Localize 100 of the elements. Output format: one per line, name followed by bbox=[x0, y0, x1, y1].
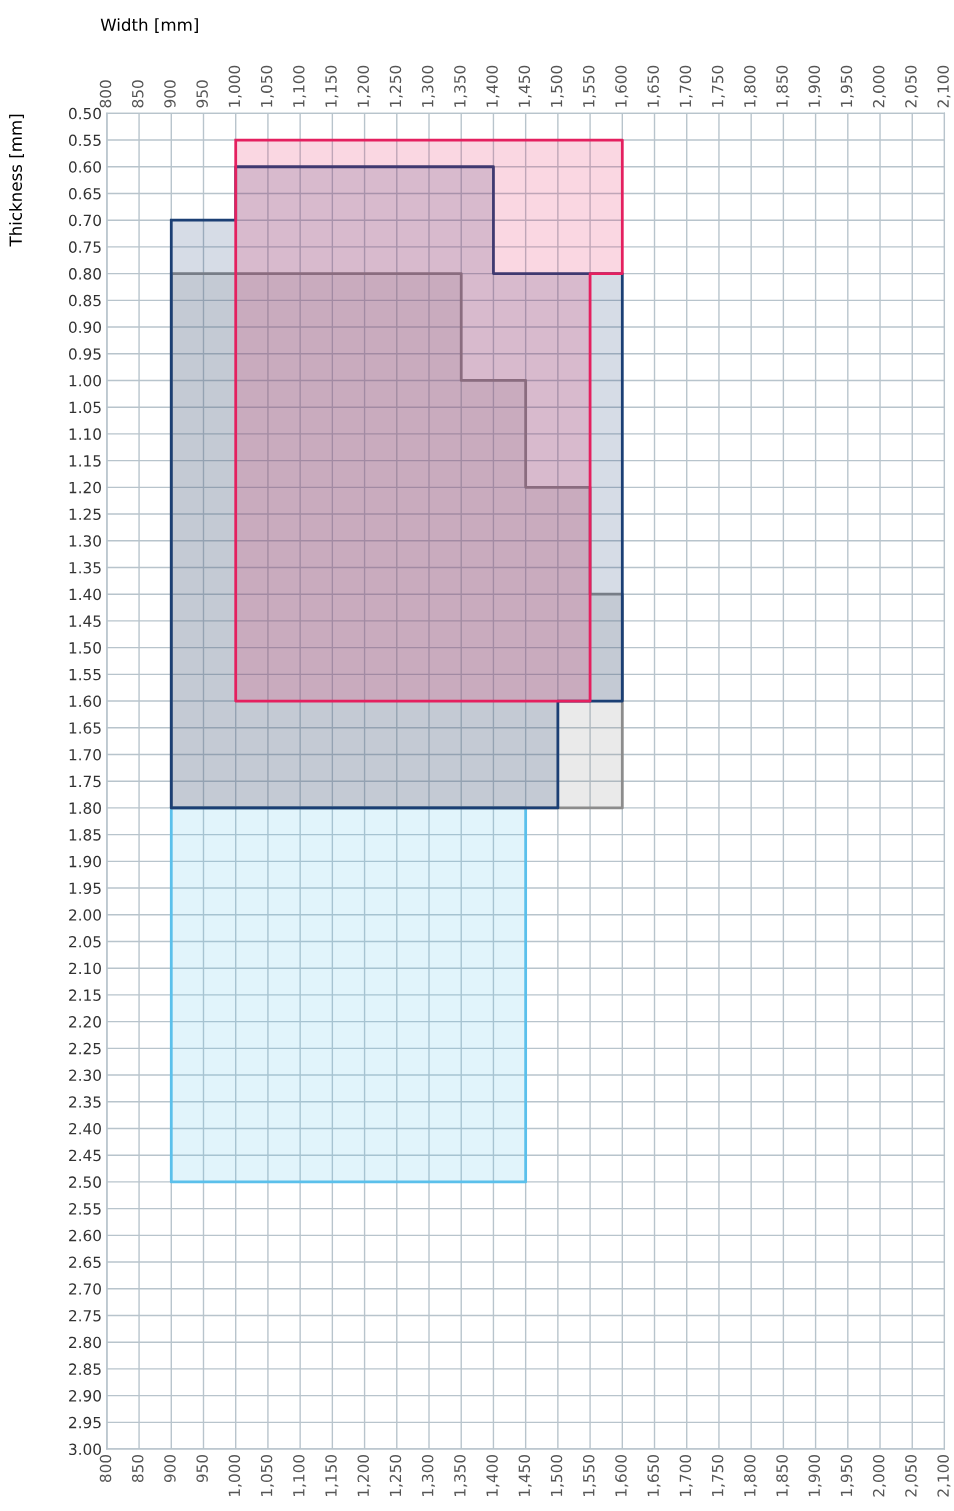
x-tick-label: 1,400 bbox=[486, 65, 500, 107]
x2-tick-label: 1,100 bbox=[293, 1454, 307, 1496]
y-tick-label: 2.10 bbox=[69, 962, 101, 975]
x2-tick-label: 1,400 bbox=[486, 1454, 500, 1496]
y-tick-label: 1.40 bbox=[69, 588, 101, 601]
y-tick-label: 2.30 bbox=[69, 1069, 101, 1082]
y-tick-label: 0.55 bbox=[68, 134, 101, 147]
y-tick-label: 0.95 bbox=[68, 348, 101, 360]
x-tick-label: 2,050 bbox=[905, 65, 919, 108]
x2-tick-label: 1,550 bbox=[582, 1454, 597, 1496]
x2-tick-label: 1,500 bbox=[550, 1454, 564, 1496]
y-tick-label: 1.10 bbox=[69, 428, 101, 440]
y-tick-label: 2.35 bbox=[69, 1096, 101, 1108]
x-tick-label: 1,750 bbox=[711, 65, 725, 107]
y-tick-label: 0.75 bbox=[68, 241, 101, 253]
y-tick-label: 2.20 bbox=[69, 1016, 101, 1028]
y-tick-label: 1.20 bbox=[69, 481, 101, 494]
x2-tick-label: 1,900 bbox=[808, 1454, 822, 1496]
x-tick-label: 1,500 bbox=[550, 65, 564, 107]
y-tick-label: 1.60 bbox=[69, 695, 101, 708]
x2-tick-label: 1,250 bbox=[389, 1454, 403, 1496]
x-tick-label: 1,700 bbox=[679, 65, 693, 107]
x2-tick-label: 1,650 bbox=[647, 1454, 661, 1496]
x2-tick-label: 1,950 bbox=[840, 1454, 854, 1496]
x-tick-label: 1,900 bbox=[808, 65, 822, 107]
y-tick-label: 2.80 bbox=[69, 1336, 101, 1349]
x2-tick-label: 1,750 bbox=[711, 1454, 725, 1496]
x-tick-label: 950 bbox=[196, 80, 208, 108]
y-tick-label: 2.95 bbox=[69, 1416, 101, 1429]
y-tick-label: 2.60 bbox=[69, 1229, 101, 1242]
y-tick-label: 1.45 bbox=[69, 615, 101, 627]
y-tick-label: 1.85 bbox=[69, 829, 101, 841]
x-tick-label: 900 bbox=[164, 80, 176, 108]
x-tick-label: 1,250 bbox=[389, 65, 403, 107]
x-tick-label: 1,150 bbox=[325, 65, 339, 107]
x2-tick-label: 1,300 bbox=[421, 1454, 435, 1496]
y-tick-label: 0.70 bbox=[68, 214, 101, 227]
y-tick-label: 3.00 bbox=[69, 1443, 101, 1456]
x2-axis-title: Width [mm] bbox=[100, 18, 198, 33]
x2-tick-label: 1,350 bbox=[454, 1454, 468, 1496]
y-tick-label: 2.15 bbox=[69, 989, 101, 1001]
y-tick-label: 1.55 bbox=[69, 668, 101, 681]
y-tick-label: 1.70 bbox=[69, 748, 101, 761]
x2-tick-label: 850 bbox=[131, 1454, 144, 1483]
y-tick-label: 0.60 bbox=[68, 161, 101, 173]
y-tick-label: 0.50 bbox=[68, 107, 101, 120]
y-tick-label: 2.90 bbox=[69, 1390, 101, 1402]
y-tick-label: 2.25 bbox=[69, 1042, 101, 1055]
x2-tick-label: 1,150 bbox=[325, 1454, 339, 1496]
x-tick-label: 800 bbox=[99, 80, 112, 108]
x-tick-label: 1,800 bbox=[744, 65, 758, 107]
y-tick-label: 0.90 bbox=[68, 321, 101, 334]
y-tick-label: 1.50 bbox=[69, 642, 101, 654]
y-tick-label: 1.25 bbox=[69, 508, 101, 521]
x-tick-label: 1,550 bbox=[582, 65, 597, 107]
x-tick-label: 1,200 bbox=[357, 65, 371, 107]
x-tick-label: 1,000 bbox=[228, 65, 242, 107]
x2-tick-label: 1,850 bbox=[776, 1454, 790, 1496]
y-tick-label: 2.55 bbox=[69, 1203, 101, 1215]
y-tick-label: 1.95 bbox=[69, 882, 101, 895]
y-tick-label: 2.50 bbox=[69, 1176, 101, 1188]
x2-tick-label: 1,200 bbox=[357, 1454, 371, 1496]
x2-tick-label: 1,600 bbox=[615, 1454, 629, 1496]
y-tick-label: 1.05 bbox=[69, 401, 101, 414]
y-tick-label: 2.05 bbox=[69, 935, 101, 948]
x-tick-label: 2,000 bbox=[872, 65, 887, 108]
y-tick-label: 2.70 bbox=[69, 1283, 101, 1295]
x2-tick-label: 1,450 bbox=[518, 1454, 532, 1496]
x2-tick-label: 1,700 bbox=[679, 1454, 693, 1496]
x-tick-label: 1,950 bbox=[840, 65, 854, 107]
x-tick-label: 1,450 bbox=[518, 65, 532, 107]
x-tick-label: 1,100 bbox=[293, 65, 307, 107]
x-tick-label: 1,350 bbox=[454, 65, 468, 107]
y-tick-label: 1.65 bbox=[69, 722, 101, 734]
y-tick-label: 2.75 bbox=[69, 1309, 101, 1322]
x2-tick-label: 2,050 bbox=[905, 1454, 919, 1497]
y-tick-label: 1.30 bbox=[69, 535, 101, 547]
x2-tick-label: 1,800 bbox=[744, 1454, 758, 1496]
x2-tick-label: 1,000 bbox=[228, 1454, 242, 1496]
y-axis-title: Thickness [mm] bbox=[9, 114, 24, 247]
x-tick-label: 850 bbox=[131, 80, 144, 108]
y-tick-label: 2.00 bbox=[69, 909, 101, 921]
y-tick-label: 1.35 bbox=[69, 561, 101, 574]
x2-tick-label: 900 bbox=[164, 1454, 176, 1483]
y-tick-label: 2.85 bbox=[69, 1363, 101, 1375]
x2-tick-label: 1,050 bbox=[260, 1454, 274, 1496]
x-tick-label: 1,300 bbox=[421, 65, 435, 107]
y-tick-label: 0.65 bbox=[68, 187, 101, 200]
y-tick-label: 0.80 bbox=[68, 268, 101, 280]
y-tick-label: 0.85 bbox=[68, 294, 101, 307]
y-tick-label: 2.65 bbox=[69, 1256, 101, 1269]
x2-tick-label: 2,000 bbox=[872, 1454, 887, 1497]
y-tick-label: 1.80 bbox=[69, 802, 101, 814]
y-tick-label: 1.00 bbox=[69, 374, 101, 387]
x-tick-label: 1,600 bbox=[615, 65, 629, 107]
x-tick-label: 2,100 bbox=[937, 65, 951, 108]
y-tick-label: 2.40 bbox=[69, 1122, 101, 1135]
x-tick-label: 1,850 bbox=[776, 65, 790, 107]
y-tick-label: 1.75 bbox=[69, 775, 101, 788]
y-tick-label: 1.15 bbox=[69, 455, 101, 467]
